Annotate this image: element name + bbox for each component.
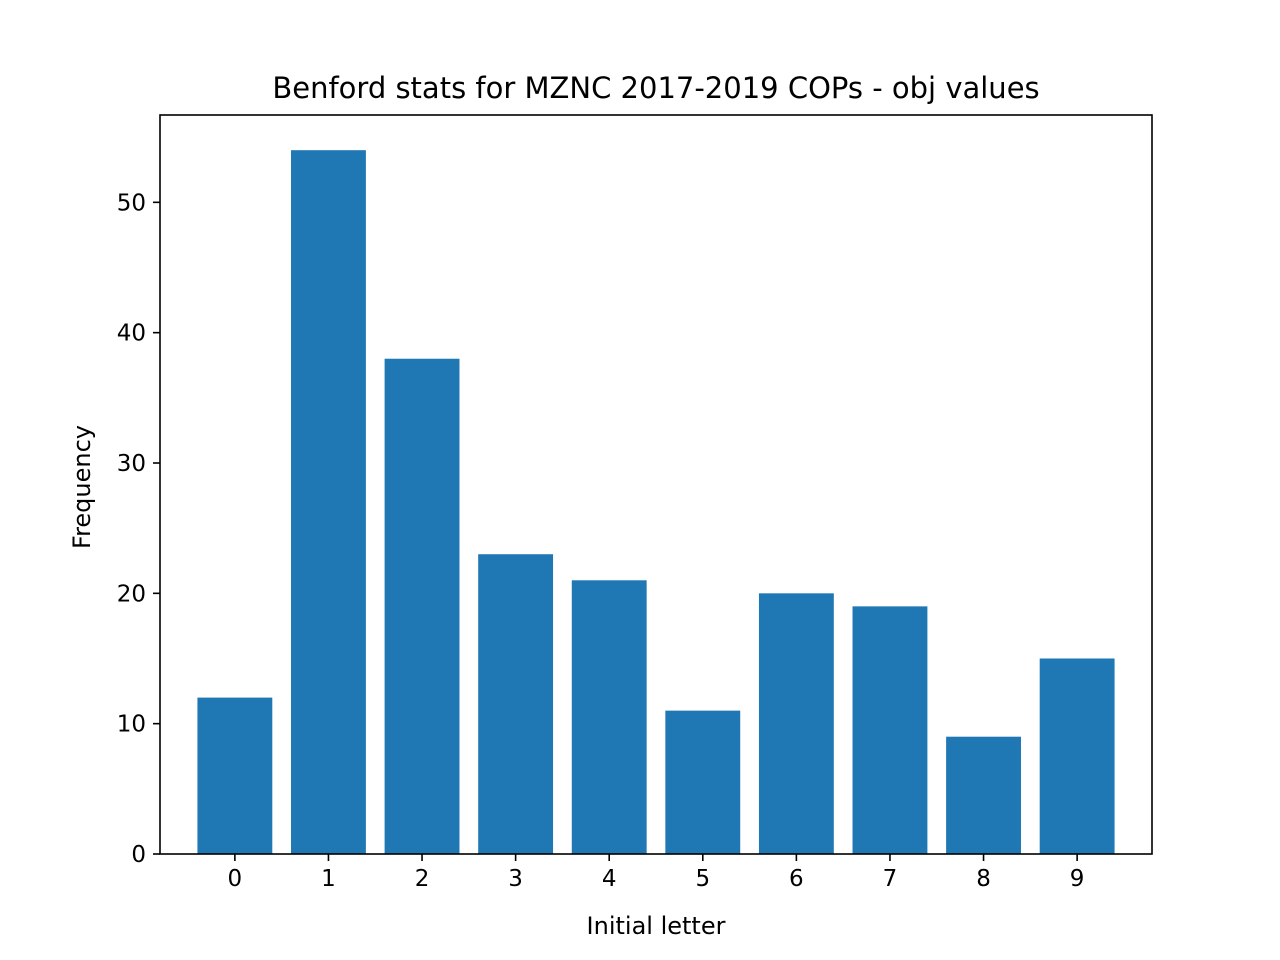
x-axis-ticks: 0 1 2 3 4 5 6 7 8 9 [228, 854, 1085, 892]
x-tick-label: 9 [1070, 866, 1085, 892]
x-tick-label: 7 [883, 866, 898, 892]
x-tick-label: 0 [228, 866, 243, 892]
bar-4 [571, 580, 647, 854]
y-tick-label: 30 [117, 451, 146, 477]
y-tick-label: 20 [117, 581, 146, 607]
y-axis-ticks: 0 10 20 30 40 50 [117, 190, 160, 868]
y-tick-label: 10 [117, 712, 146, 738]
x-tick-label: 8 [976, 866, 991, 892]
x-tick-label: 2 [415, 866, 430, 892]
bar-8 [946, 736, 1021, 854]
axes-frame [159, 114, 1153, 855]
bar-9 [1039, 658, 1115, 854]
y-tick-label: 40 [117, 321, 146, 347]
bar-3 [478, 554, 554, 854]
y-axis-label: Frequency [68, 425, 96, 549]
bar-2 [384, 358, 460, 854]
y-tick-label: 0 [131, 842, 146, 868]
x-axis-label: Initial letter [587, 912, 726, 940]
x-tick-label: 1 [321, 866, 336, 892]
chart-title: Benford stats for MZNC 2017-2019 COPs - … [272, 71, 1039, 105]
y-tick-label: 50 [117, 190, 146, 216]
bars-group [197, 150, 1115, 854]
x-tick-label: 6 [789, 866, 804, 892]
bar-6 [758, 593, 834, 854]
bar-1 [291, 150, 366, 854]
bar-5 [665, 710, 741, 854]
bar-7 [852, 606, 928, 854]
x-tick-label: 3 [508, 866, 523, 892]
bar-0 [197, 697, 273, 854]
x-tick-label: 4 [602, 866, 617, 892]
x-tick-label: 5 [695, 866, 710, 892]
